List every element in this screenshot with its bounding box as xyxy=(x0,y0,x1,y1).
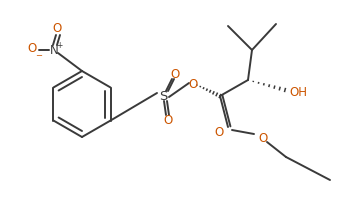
Text: O: O xyxy=(53,21,62,35)
Text: O: O xyxy=(170,67,180,81)
Text: O: O xyxy=(214,126,224,138)
Text: O: O xyxy=(258,132,268,145)
Text: O: O xyxy=(27,42,36,56)
Text: N: N xyxy=(50,43,58,57)
Text: OH: OH xyxy=(289,85,307,99)
Text: O: O xyxy=(188,78,198,91)
Text: O: O xyxy=(163,114,173,127)
Text: +: + xyxy=(56,40,62,49)
Text: S: S xyxy=(159,89,167,102)
Text: −: − xyxy=(35,52,43,60)
